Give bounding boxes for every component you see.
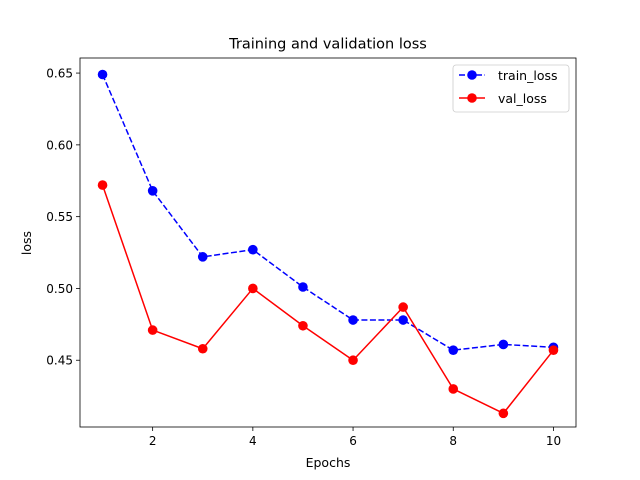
val-loss-point xyxy=(147,325,158,335)
train-loss-point xyxy=(348,315,358,325)
train-loss-point xyxy=(298,282,308,292)
val-loss-point xyxy=(498,408,509,419)
legend-val-marker xyxy=(467,93,477,103)
train-loss-point xyxy=(498,339,509,350)
y-tick-label: 0.50 xyxy=(46,282,73,296)
y-axis: 0.45 0.50 0.55 0.60 0.65 xyxy=(46,67,80,368)
x-tick-label: 6 xyxy=(349,434,357,448)
train-loss-line xyxy=(101,74,554,351)
x-tick-label: 4 xyxy=(249,434,257,448)
val-loss-point xyxy=(197,343,208,354)
train-loss-point xyxy=(448,345,459,355)
x-tick-label: 10 xyxy=(546,434,561,448)
y-tick-label: 0.60 xyxy=(46,138,73,152)
legend-train-label: train_loss xyxy=(498,68,558,83)
legend-train-marker xyxy=(467,70,477,80)
train-loss-point xyxy=(197,252,208,262)
train-loss-point xyxy=(97,69,108,80)
x-axis-label: Epochs xyxy=(306,455,351,470)
plot-frame xyxy=(79,57,577,428)
val-loss-point xyxy=(248,283,258,294)
train-loss-point xyxy=(248,244,258,255)
x-axis: 2 4 6 8 10 xyxy=(149,427,561,448)
plot-area xyxy=(80,58,576,427)
train-loss-point xyxy=(398,315,408,325)
legend: train_loss val_loss xyxy=(452,64,570,113)
val-loss-point xyxy=(348,355,358,366)
y-tick-label: 0.55 xyxy=(46,210,73,224)
series-layer xyxy=(97,69,559,419)
plot-background xyxy=(80,58,576,427)
train-loss-point xyxy=(147,186,158,196)
chart-title: Training and validation loss xyxy=(228,37,427,53)
val-loss-point xyxy=(97,180,108,190)
val-loss-line xyxy=(101,184,555,415)
val-loss-point xyxy=(448,384,459,394)
y-tick-label: 0.45 xyxy=(46,354,73,368)
y-tick-label: 0.65 xyxy=(46,67,73,81)
legend-val-label: val_loss xyxy=(498,91,547,106)
x-tick-label: 2 xyxy=(149,434,157,448)
val-loss-point xyxy=(298,320,308,331)
val-loss-point xyxy=(398,302,408,312)
y-axis-label: loss xyxy=(19,231,34,255)
x-tick-label: 8 xyxy=(449,434,457,448)
legend-box xyxy=(452,64,570,113)
val-loss-point xyxy=(548,345,559,355)
